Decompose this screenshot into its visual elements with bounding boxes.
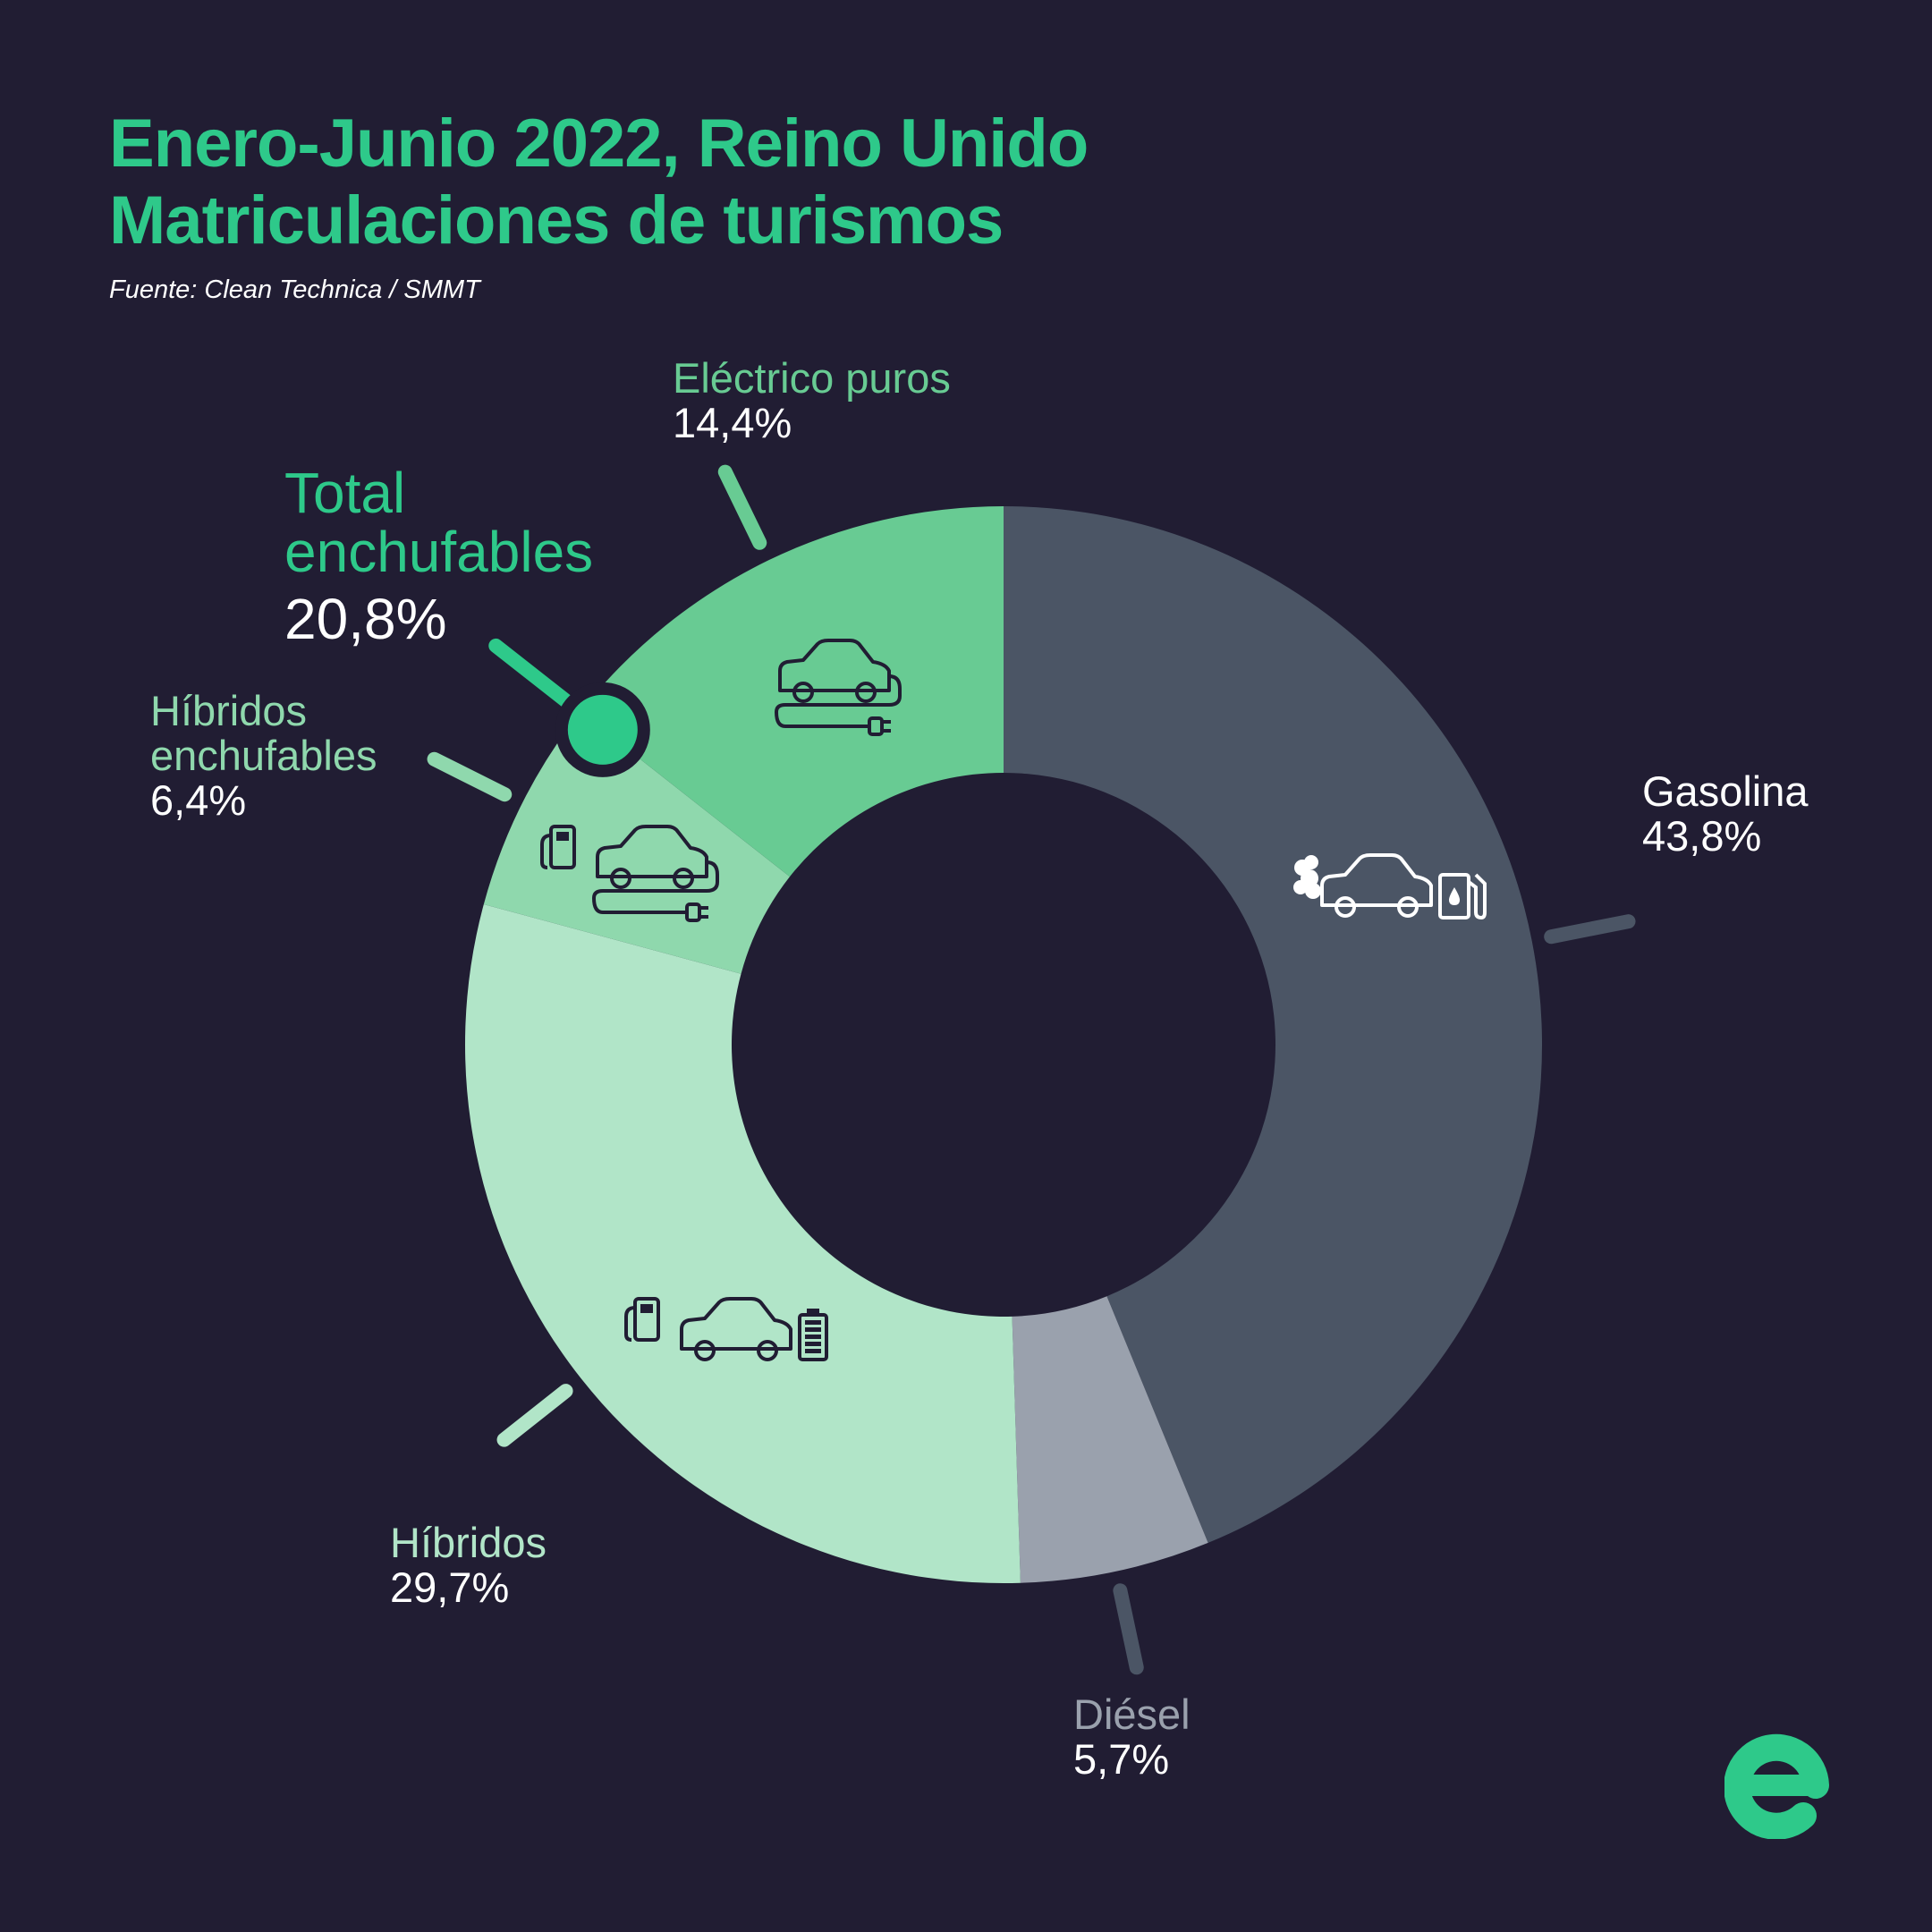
title-line-2: Matriculaciones de turismos (109, 182, 1004, 258)
leader-diesel (1113, 1583, 1144, 1675)
total-plugins-label-2: enchufables (284, 520, 594, 584)
label-hibridos: Híbridos 29,7% (390, 1521, 547, 1610)
petrol-car-icon (1293, 853, 1487, 920)
hybrid-car-battery-icon (624, 1297, 828, 1361)
label-electricos: Eléctrico puros 14,4% (673, 356, 951, 445)
slice-gasolina (1004, 506, 1543, 1543)
leader-electricos (717, 464, 767, 550)
label-diesel: Diésel 5,7% (1073, 1692, 1191, 1782)
label-hibridos-value: 29,7% (390, 1563, 510, 1611)
label-hibridos-name: Híbridos (390, 1519, 547, 1566)
label-hibridos-enchufables-name-1: Híbridos (150, 687, 308, 734)
plugin-hybrid-car-icon (540, 825, 719, 922)
leader-gasolina (1544, 914, 1636, 945)
slice-hibridos_enchufables (483, 712, 790, 974)
leader-hibridos (496, 1384, 573, 1447)
label-hibridos-enchufables-name-2: enchufables (150, 732, 377, 779)
total-plugins-marker (555, 682, 650, 777)
slice-diesel (1012, 1296, 1208, 1583)
total-plugins-label-1: Total (284, 461, 406, 525)
total-plugins-callout: Total enchufables 20,8% (284, 463, 593, 655)
label-electricos-name: Eléctrico puros (673, 354, 951, 402)
slice-hibridos (465, 903, 1021, 1584)
electric-car-plug-icon (774, 639, 902, 736)
label-diesel-value: 5,7% (1073, 1735, 1170, 1783)
label-gasolina-value: 43,8% (1642, 812, 1762, 860)
total-plugins-value: 20,8% (284, 587, 447, 651)
label-gasolina: Gasolina 43,8% (1642, 769, 1809, 859)
page-title: Enero-Junio 2022, Reino Unido Matriculac… (109, 106, 1089, 259)
label-electricos-value: 14,4% (673, 399, 792, 446)
label-hibridos-enchufables: Híbridos enchufables 6,4% (150, 689, 377, 823)
source-note: Fuente: Clean Technica / SMMT (109, 275, 480, 304)
title-line-1: Enero-Junio 2022, Reino Unido (109, 106, 1089, 182)
brand-logo-icon (1724, 1733, 1829, 1839)
label-gasolina-name: Gasolina (1642, 767, 1809, 815)
label-diesel-name: Diésel (1073, 1690, 1191, 1738)
leader-hibridos_enchufables (427, 751, 513, 802)
label-hibridos-enchufables-value: 6,4% (150, 776, 247, 824)
